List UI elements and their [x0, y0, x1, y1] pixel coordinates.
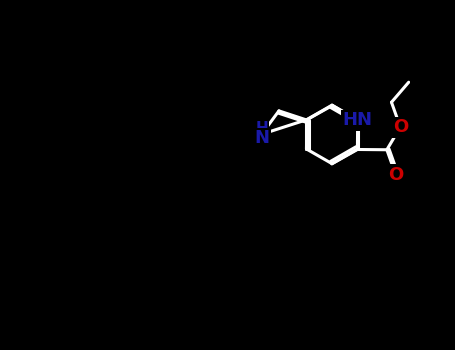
Text: HN: HN: [343, 111, 373, 129]
Text: H: H: [255, 121, 268, 136]
Text: O: O: [388, 166, 403, 184]
Text: N: N: [254, 129, 269, 147]
Text: O: O: [393, 118, 408, 136]
